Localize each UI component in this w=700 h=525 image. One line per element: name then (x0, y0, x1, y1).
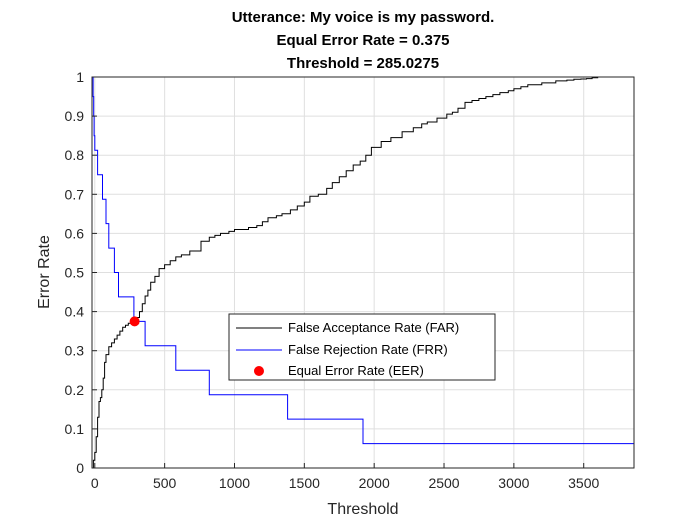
x-tick-label: 3500 (568, 475, 599, 491)
x-tick-label: 3000 (498, 475, 529, 491)
y-tick-label: 0.7 (65, 186, 85, 202)
x-tick-label: 0 (91, 475, 99, 491)
chart-title-line-3: Threshold = 285.0275 (287, 55, 439, 72)
y-ticks: 0 0.1 0.2 0.3 0.4 0.5 0.6 0.7 0.8 0.9 1 (65, 69, 97, 476)
series-layer (92, 76, 635, 469)
chart-title-line-2: Equal Error Rate = 0.375 (277, 32, 450, 49)
legend-box (228, 313, 496, 381)
y-tick-label: 0.1 (65, 421, 85, 437)
grid (92, 76, 634, 469)
x-axis-label: Threshold (327, 501, 398, 518)
y-tick-label: 0.5 (65, 265, 85, 281)
x-tick-label: 1000 (219, 475, 250, 491)
y-tick-label: 0.3 (65, 343, 85, 359)
y-tick-label: 0 (76, 460, 84, 476)
y-axis-label: Error Rate (36, 235, 53, 309)
frr-series-line (92, 76, 635, 468)
y-tick-label: 0.6 (65, 225, 85, 241)
x-ticks: 0 500 1000 1500 2000 2500 3000 3500 (91, 463, 599, 491)
eer-point (129, 316, 140, 327)
y-tick-label: 0.9 (65, 108, 85, 124)
x-tick-label: 2000 (359, 475, 390, 491)
legend: False Acceptance Rate (FAR) False Reject… (228, 313, 496, 381)
x-tick-label: 1500 (289, 475, 320, 491)
marker-layer (129, 316, 140, 327)
x-tick-label: 2500 (428, 475, 459, 491)
x-tick-label: 500 (153, 475, 177, 491)
legend-label-frr: False Rejection Rate (FRR) (288, 342, 448, 357)
y-tick-label: 0.2 (65, 382, 85, 398)
y-tick-label: 0.4 (65, 304, 85, 320)
legend-marker-eer (254, 366, 264, 376)
y-tick-label: 0.8 (65, 147, 85, 163)
chart-title: Utterance: My voice is my password. Equa… (232, 9, 495, 72)
legend-label-far: False Acceptance Rate (FAR) (288, 320, 459, 335)
far-series-line (92, 76, 634, 469)
legend-label-eer: Equal Error Rate (EER) (288, 363, 424, 378)
y-tick-label: 1 (76, 69, 84, 85)
chart-title-line-1: Utterance: My voice is my password. (232, 9, 495, 26)
